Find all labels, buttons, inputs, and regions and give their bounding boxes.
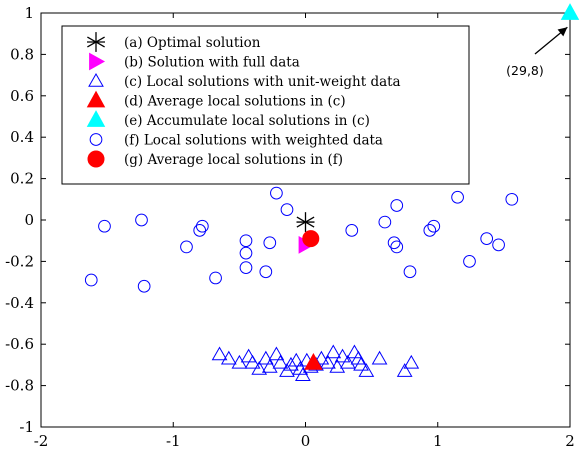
data-point bbox=[180, 240, 193, 254]
x-tick-label: 2 bbox=[565, 432, 575, 450]
data-point bbox=[358, 363, 375, 377]
data-point bbox=[350, 350, 367, 365]
legend-label: (a) Optimal solution bbox=[124, 35, 261, 51]
y-tick-label: 0.6 bbox=[10, 87, 34, 105]
x-tick-label: -2 bbox=[34, 432, 49, 450]
data-point bbox=[195, 219, 209, 233]
data-point bbox=[211, 346, 228, 361]
data-point bbox=[371, 350, 388, 365]
legend-box bbox=[61, 25, 470, 185]
data-point bbox=[313, 350, 330, 365]
annotations: (29,8) bbox=[506, 26, 568, 78]
data-point bbox=[135, 213, 148, 227]
data-point bbox=[345, 224, 359, 237]
y-tick-label: -0.2 bbox=[5, 252, 34, 270]
x-tick-label: -1 bbox=[166, 432, 181, 450]
legend-marker bbox=[89, 133, 103, 146]
legend-label: (e) Accumulate local solutions in (c) bbox=[124, 113, 370, 129]
data-point bbox=[251, 361, 268, 375]
y-tick-label: -0.4 bbox=[5, 294, 34, 312]
legend-label: (g) Average local solutions in (f) bbox=[124, 152, 343, 168]
legend-marker bbox=[86, 110, 106, 127]
data-point bbox=[239, 234, 253, 248]
data-point bbox=[378, 215, 392, 229]
data-point bbox=[283, 356, 299, 371]
legend-label: (b) Solution with full data bbox=[124, 55, 300, 71]
legend-marker bbox=[86, 90, 106, 108]
y-tick-label: 0 bbox=[24, 211, 34, 229]
legend: (a) Optimal solution (b) Solution with fu… bbox=[61, 25, 470, 185]
data-point bbox=[423, 224, 437, 237]
data-point bbox=[239, 246, 253, 260]
y-tick-label: 1 bbox=[24, 4, 34, 22]
legend-marker bbox=[87, 150, 105, 168]
data-point bbox=[390, 240, 404, 254]
data-point bbox=[239, 261, 253, 274]
y-tick-label: -0.6 bbox=[5, 335, 34, 353]
data-point bbox=[320, 354, 336, 369]
legend-marker bbox=[88, 72, 104, 87]
data-point bbox=[390, 199, 404, 212]
data-point bbox=[84, 273, 98, 287]
data-point bbox=[505, 192, 519, 206]
legend-label: (f) Local solutions with weighted data bbox=[124, 133, 383, 149]
data-point bbox=[268, 346, 285, 361]
data-point bbox=[492, 238, 505, 252]
annotation-arrowhead bbox=[557, 27, 568, 37]
data-point bbox=[427, 219, 441, 233]
x-tick-label: 0 bbox=[301, 432, 311, 450]
data-point bbox=[280, 203, 294, 216]
y-tick-label: 0.4 bbox=[10, 128, 34, 146]
data-point bbox=[270, 186, 283, 200]
data-point bbox=[403, 354, 420, 369]
data-point bbox=[209, 271, 222, 285]
data-point bbox=[137, 279, 151, 293]
data-point bbox=[387, 236, 401, 250]
data-point bbox=[98, 219, 111, 233]
legend-label: (d) Average local solutions in (c) bbox=[124, 94, 346, 110]
data-point bbox=[302, 230, 320, 248]
legend-marker bbox=[89, 52, 106, 71]
data-point bbox=[240, 348, 257, 363]
axes: -2 -1 0 1 2-1-0.8-0.6-0.4-0.200.20.40.60.81 bbox=[5, 4, 575, 450]
data-point bbox=[261, 358, 278, 373]
data-point bbox=[193, 224, 207, 237]
data-point bbox=[560, 3, 580, 20]
data-point bbox=[339, 354, 356, 369]
data-point bbox=[263, 236, 277, 250]
data-point bbox=[451, 190, 464, 204]
data-point bbox=[403, 265, 417, 279]
data-point bbox=[292, 361, 309, 375]
data-point bbox=[294, 367, 311, 381]
y-tick-label: 0.2 bbox=[10, 170, 34, 188]
legend-marker bbox=[87, 32, 105, 52]
data-point bbox=[220, 350, 237, 365]
annotation-label: (29,8) bbox=[506, 63, 544, 78]
data-point bbox=[259, 265, 273, 279]
data-point bbox=[329, 358, 346, 373]
data-point bbox=[288, 352, 305, 367]
legend-label: (c) Local solutions with unit-weight dat… bbox=[124, 74, 401, 90]
data-point bbox=[346, 344, 363, 359]
data-point bbox=[272, 354, 289, 369]
y-tick-label: -0.8 bbox=[5, 377, 34, 395]
data-point bbox=[463, 255, 476, 268]
data-point bbox=[244, 354, 261, 369]
data-point bbox=[325, 344, 342, 359]
data-point bbox=[334, 348, 351, 363]
data-point bbox=[296, 212, 315, 232]
x-tick-label: 1 bbox=[433, 432, 443, 450]
data-point bbox=[257, 350, 274, 365]
data-point bbox=[353, 356, 369, 371]
y-tick-label: 0.8 bbox=[10, 45, 34, 63]
data-point bbox=[480, 232, 494, 245]
data-points bbox=[84, 3, 580, 381]
y-tick-label: -1 bbox=[19, 418, 34, 436]
data-point bbox=[304, 352, 323, 370]
data-point bbox=[396, 363, 413, 377]
